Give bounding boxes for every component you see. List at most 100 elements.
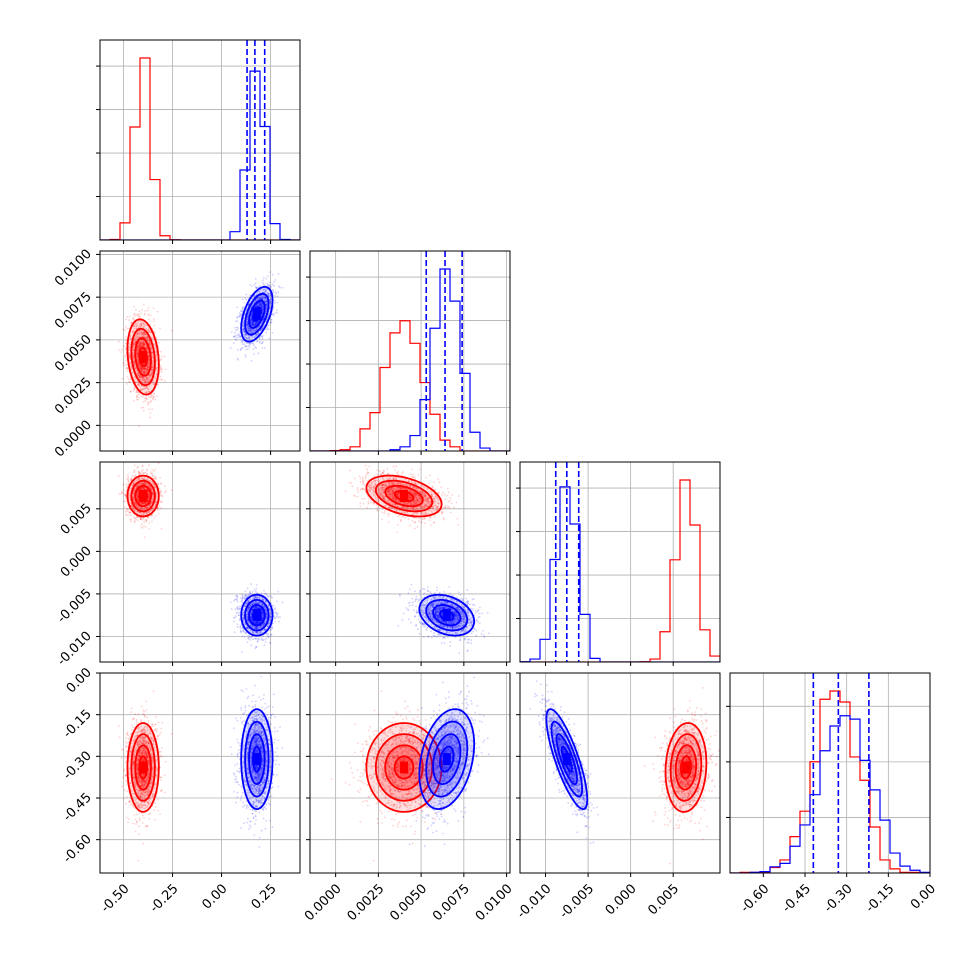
sample-point — [143, 378, 146, 381]
sample-point — [253, 323, 255, 326]
sample-point — [138, 375, 141, 378]
sample-point — [135, 391, 138, 393]
sample-point — [261, 303, 264, 306]
sample-point — [240, 310, 242, 313]
sample-point — [140, 370, 143, 372]
sample-point — [151, 369, 154, 372]
sample-point — [132, 354, 135, 357]
sample-point — [147, 365, 150, 368]
sample-point — [256, 305, 259, 307]
sample-point — [139, 345, 142, 348]
sample-point — [155, 514, 158, 517]
sample-point — [145, 380, 148, 383]
sample-point — [136, 322, 139, 325]
sample-point — [151, 352, 154, 354]
sample-point — [268, 306, 271, 309]
sample-point — [252, 348, 255, 351]
sample-point — [129, 335, 132, 338]
sample-point — [142, 332, 144, 335]
sample-point — [255, 334, 258, 337]
sample-point — [147, 369, 149, 372]
sample-point — [129, 337, 132, 340]
sample-point — [132, 342, 135, 345]
sample-point — [148, 355, 150, 358]
sample-point — [276, 295, 279, 298]
sample-point — [140, 523, 143, 526]
sample-point — [137, 345, 139, 348]
sample-point — [270, 321, 273, 324]
sample-point — [250, 583, 252, 585]
sample-point — [138, 343, 140, 346]
sample-point — [275, 615, 278, 618]
sample-point — [133, 386, 136, 389]
sample-point — [259, 304, 262, 307]
sample-point — [132, 329, 135, 332]
sample-point — [128, 508, 130, 511]
sample-point — [238, 619, 241, 622]
sample-point — [157, 509, 160, 511]
sample-point — [152, 320, 155, 323]
sample-point — [261, 297, 264, 300]
sample-point — [252, 328, 255, 331]
sample-point — [143, 314, 146, 316]
sample-point — [247, 328, 250, 330]
sample-point — [147, 364, 150, 367]
sample-point — [248, 327, 251, 330]
sample-point — [251, 322, 254, 325]
sample-point — [278, 285, 280, 288]
sample-point — [269, 298, 272, 301]
sample-point — [143, 367, 146, 370]
sample-point — [147, 366, 150, 369]
sample-point — [139, 343, 142, 346]
sample-point — [141, 308, 144, 311]
sample-point — [132, 344, 135, 346]
sample-point — [122, 484, 125, 487]
sample-point — [160, 483, 163, 486]
sample-point — [147, 379, 149, 382]
sample-point — [137, 391, 140, 394]
sample-point — [170, 489, 173, 491]
sample-point — [144, 371, 147, 374]
sample-point — [137, 341, 140, 344]
sample-point — [254, 327, 257, 330]
sample-point — [145, 372, 148, 374]
sample-point — [255, 587, 258, 590]
sample-point — [136, 355, 139, 357]
sample-point — [253, 306, 256, 309]
sample-point — [145, 344, 148, 347]
sample-point — [256, 340, 259, 343]
sample-point — [140, 322, 143, 325]
sample-point — [258, 298, 261, 300]
sample-point — [238, 315, 241, 317]
sample-point — [148, 521, 151, 524]
sample-point — [159, 375, 162, 378]
sample-point — [142, 367, 145, 370]
sample-point — [265, 300, 268, 302]
sample-point — [144, 379, 147, 382]
sample-point — [132, 344, 135, 347]
sample-point — [267, 328, 270, 330]
sample-point — [149, 373, 152, 376]
sample-point — [131, 331, 134, 334]
sample-point — [142, 371, 145, 373]
sample-point — [126, 327, 129, 330]
sample-point — [250, 644, 253, 647]
sample-point — [252, 344, 255, 347]
sample-point — [138, 344, 141, 347]
sample-point — [236, 348, 239, 351]
sample-point — [234, 338, 237, 341]
sample-point — [146, 368, 148, 371]
sample-point — [254, 323, 257, 326]
sample-point — [137, 321, 140, 324]
sample-point — [146, 370, 149, 373]
sample-point — [241, 305, 244, 308]
sample-point — [139, 374, 142, 377]
sample-point — [136, 353, 139, 355]
sample-point — [141, 332, 144, 335]
sample-point — [147, 354, 150, 357]
sample-point — [267, 292, 270, 295]
sample-point — [137, 348, 140, 351]
sample-point — [157, 512, 160, 515]
sample-point — [255, 305, 258, 308]
sample-point — [137, 363, 140, 366]
